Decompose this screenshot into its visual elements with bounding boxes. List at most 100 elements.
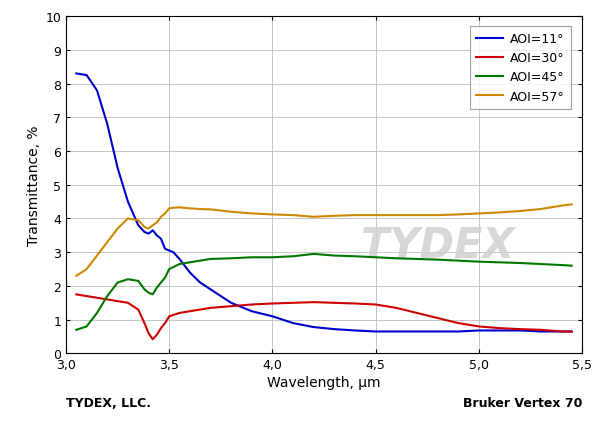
AOI=30° <box>114 299 121 304</box>
AOI=11° <box>145 232 152 237</box>
AOI=45° <box>149 292 156 297</box>
AOI=45° <box>310 252 317 257</box>
AOI=57° <box>434 213 441 218</box>
AOI=57° <box>392 213 400 218</box>
AOI=30° <box>83 294 90 299</box>
AOI=11° <box>141 230 148 235</box>
AOI=45° <box>104 294 111 299</box>
AOI=57° <box>124 216 131 222</box>
AOI=11° <box>475 328 482 333</box>
AOI=30° <box>207 305 214 311</box>
AOI=11° <box>269 314 276 319</box>
AOI=30° <box>496 326 503 331</box>
AOI=11° <box>153 233 160 238</box>
AOI=57° <box>166 206 173 211</box>
AOI=57° <box>269 213 276 218</box>
AOI=45° <box>558 263 565 268</box>
AOI=57° <box>83 267 90 272</box>
AOI=57° <box>413 213 421 218</box>
AOI=57° <box>157 215 164 220</box>
AOI=57° <box>153 220 160 225</box>
AOI=57° <box>176 205 183 210</box>
AOI=45° <box>455 259 462 264</box>
AOI=11° <box>496 328 503 333</box>
AOI=57° <box>114 227 121 232</box>
AOI=11° <box>310 325 317 330</box>
AOI=11° <box>186 270 193 275</box>
AOI=45° <box>517 261 524 266</box>
Line: AOI=57°: AOI=57° <box>76 205 572 276</box>
AOI=57° <box>537 207 544 212</box>
AOI=45° <box>496 260 503 265</box>
AOI=57° <box>94 253 101 259</box>
AOI=45° <box>73 328 80 333</box>
AOI=11° <box>157 236 164 242</box>
AOI=30° <box>124 301 131 306</box>
AOI=11° <box>114 166 121 171</box>
AOI=30° <box>289 301 296 306</box>
AOI=11° <box>413 329 421 334</box>
AOI=30° <box>372 302 379 307</box>
AOI=57° <box>352 213 359 218</box>
AOI=30° <box>537 328 544 333</box>
AOI=45° <box>289 254 296 259</box>
AOI=11° <box>73 72 80 77</box>
AOI=30° <box>157 326 164 331</box>
AOI=30° <box>331 301 338 306</box>
AOI=45° <box>176 262 183 267</box>
AOI=11° <box>434 329 441 334</box>
AOI=30° <box>94 296 101 301</box>
AOI=30° <box>568 329 575 334</box>
AOI=11° <box>166 248 173 253</box>
AOI=30° <box>104 297 111 302</box>
AOI=11° <box>331 327 338 332</box>
AOI=30° <box>176 311 183 316</box>
Y-axis label: Transmittance, %: Transmittance, % <box>27 125 41 245</box>
AOI=30° <box>413 311 421 316</box>
AOI=11° <box>537 329 544 334</box>
AOI=11° <box>83 73 90 78</box>
AOI=30° <box>166 314 173 319</box>
AOI=45° <box>413 257 421 262</box>
AOI=11° <box>104 122 111 127</box>
AOI=45° <box>331 253 338 259</box>
AOI=45° <box>94 311 101 316</box>
AOI=11° <box>176 257 183 262</box>
AOI=45° <box>145 291 152 296</box>
Text: TYDEX, LLC.: TYDEX, LLC. <box>66 396 151 409</box>
AOI=11° <box>517 328 524 333</box>
AOI=11° <box>134 223 142 228</box>
AOI=57° <box>558 204 565 209</box>
AOI=11° <box>94 89 101 94</box>
AOI=11° <box>372 329 379 334</box>
AOI=57° <box>149 223 156 228</box>
Text: Bruker Vertex 70: Bruker Vertex 70 <box>463 396 582 409</box>
AOI=57° <box>568 202 575 207</box>
AOI=30° <box>227 304 235 309</box>
AOI=45° <box>124 277 131 282</box>
AOI=11° <box>124 199 131 204</box>
AOI=11° <box>455 329 462 334</box>
X-axis label: Wavelength, μm: Wavelength, μm <box>267 376 381 389</box>
AOI=30° <box>149 337 156 342</box>
AOI=45° <box>372 255 379 260</box>
AOI=45° <box>227 256 235 261</box>
AOI=30° <box>558 329 565 334</box>
AOI=30° <box>145 331 152 336</box>
Text: TYDEX: TYDEX <box>361 225 514 267</box>
AOI=30° <box>517 327 524 332</box>
AOI=45° <box>114 280 121 285</box>
AOI=30° <box>392 305 400 311</box>
AOI=11° <box>248 309 256 314</box>
AOI=11° <box>197 280 204 285</box>
AOI=30° <box>352 301 359 306</box>
AOI=57° <box>134 218 142 223</box>
AOI=30° <box>248 302 256 307</box>
AOI=11° <box>227 301 235 306</box>
AOI=45° <box>197 259 204 264</box>
AOI=45° <box>352 254 359 259</box>
AOI=57° <box>227 210 235 215</box>
AOI=57° <box>145 227 152 232</box>
AOI=11° <box>161 247 169 252</box>
AOI=30° <box>269 301 276 306</box>
